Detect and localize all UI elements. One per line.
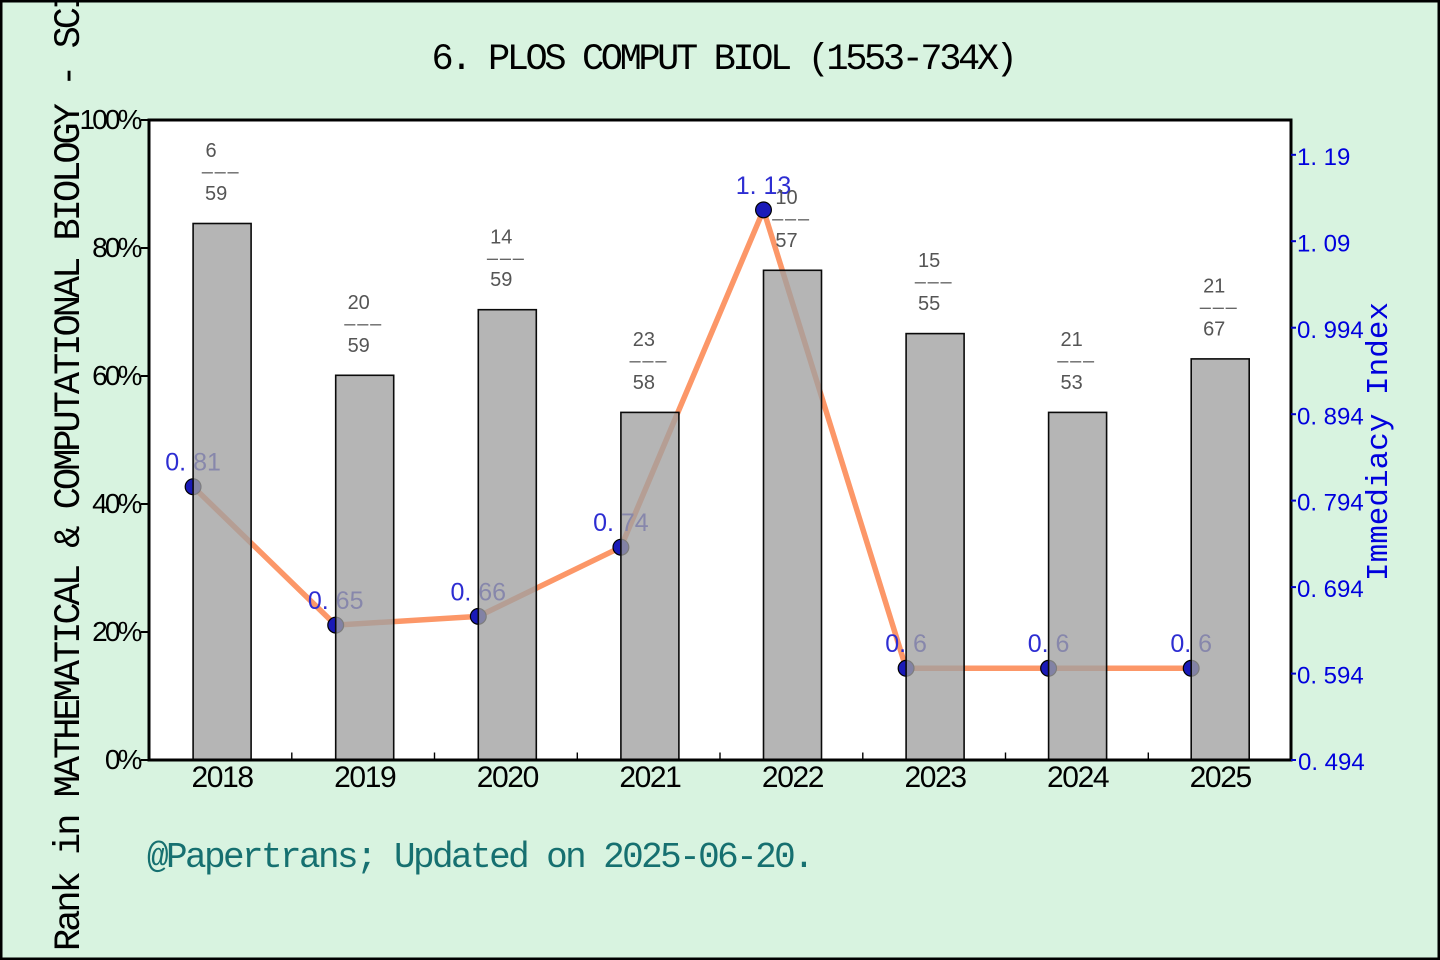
svg-text:–––: –––	[202, 161, 241, 183]
svg-text:20%: 20%	[92, 616, 141, 647]
svg-text:53: 53	[1060, 372, 1082, 394]
svg-text:–––: –––	[1057, 350, 1096, 372]
svg-text:55: 55	[918, 293, 940, 315]
svg-text:@Papertrans; Updated on 2025-0: @Papertrans; Updated on 2025-06-20.	[147, 837, 812, 878]
svg-text:0. 594: 0. 594	[1297, 663, 1364, 690]
svg-text:57: 57	[775, 230, 797, 252]
svg-text:15: 15	[918, 250, 940, 272]
svg-text:–––: –––	[915, 271, 954, 293]
svg-text:1. 19: 1. 19	[1297, 144, 1350, 171]
svg-text:0. 694: 0. 694	[1297, 576, 1364, 603]
svg-text:2019: 2019	[334, 761, 396, 794]
svg-text:67: 67	[1203, 318, 1225, 340]
svg-text:0. 994: 0. 994	[1297, 317, 1364, 344]
svg-text:2018: 2018	[192, 761, 254, 794]
svg-text:20: 20	[348, 292, 370, 314]
svg-text:2021: 2021	[619, 761, 681, 794]
svg-text:80%: 80%	[92, 232, 141, 263]
svg-text:6: 6	[206, 140, 217, 162]
svg-text:59: 59	[205, 183, 227, 205]
svg-text:2025: 2025	[1190, 761, 1252, 794]
svg-text:40%: 40%	[92, 488, 141, 519]
svg-text:–––: –––	[487, 247, 526, 269]
svg-text:2020: 2020	[477, 761, 539, 794]
svg-text:21: 21	[1060, 329, 1082, 351]
svg-text:0. 894: 0. 894	[1297, 403, 1364, 430]
svg-text:–––: –––	[772, 208, 811, 230]
svg-text:100%: 100%	[79, 104, 141, 135]
svg-text:Immediacy Index: Immediacy Index	[1362, 302, 1397, 581]
svg-text:6. PLOS COMPUT BIOL (1553-734X: 6. PLOS COMPUT BIOL (1553-734X)	[432, 39, 1015, 81]
svg-text:1. 13: 1. 13	[736, 172, 792, 200]
svg-text:58: 58	[633, 372, 655, 394]
svg-text:–––: –––	[630, 350, 669, 372]
svg-text:60%: 60%	[92, 360, 141, 391]
svg-text:–––: –––	[344, 313, 383, 335]
svg-text:59: 59	[490, 269, 512, 291]
svg-text:0%: 0%	[105, 744, 142, 775]
svg-text:–––: –––	[1200, 297, 1239, 319]
svg-text:59: 59	[348, 335, 370, 357]
svg-text:23: 23	[633, 329, 655, 351]
svg-text:21: 21	[1203, 276, 1225, 298]
svg-text:2023: 2023	[905, 761, 967, 794]
svg-text:14: 14	[490, 226, 512, 248]
svg-text:10: 10	[775, 187, 797, 209]
svg-text:2022: 2022	[762, 761, 824, 794]
svg-text:1. 09: 1. 09	[1297, 230, 1350, 257]
svg-text:0. 494: 0. 494	[1298, 749, 1365, 776]
svg-text:0. 794: 0. 794	[1297, 490, 1364, 517]
svg-text:2024: 2024	[1047, 761, 1109, 794]
svg-text:Rank in MATHEMATICAL & COMPUTA: Rank in MATHEMATICAL & COMPUTATIONAL BIO…	[49, 0, 91, 951]
